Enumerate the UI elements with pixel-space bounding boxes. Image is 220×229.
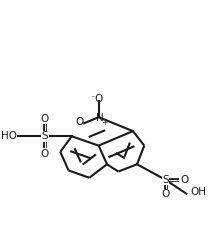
Text: HO: HO bbox=[1, 131, 17, 141]
Text: O: O bbox=[41, 114, 49, 124]
Text: S: S bbox=[162, 175, 169, 185]
Text: N: N bbox=[96, 113, 104, 123]
Text: O: O bbox=[95, 94, 103, 104]
Text: O: O bbox=[76, 117, 84, 127]
Text: O: O bbox=[161, 189, 170, 199]
Text: +: + bbox=[101, 118, 108, 127]
Text: S: S bbox=[41, 131, 48, 141]
Text: OH: OH bbox=[191, 187, 207, 197]
Text: O: O bbox=[180, 175, 188, 185]
Text: O: O bbox=[41, 149, 49, 159]
Text: ⁻: ⁻ bbox=[91, 93, 95, 102]
